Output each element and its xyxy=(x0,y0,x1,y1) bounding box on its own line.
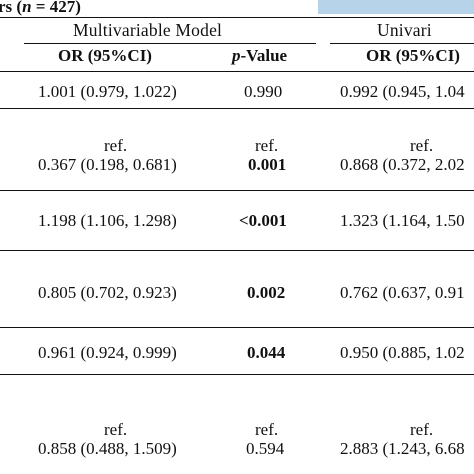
header-or-ci-univariable: OR (95%CI) xyxy=(366,46,460,65)
or-multivariable-row-1: 1.001 (0.979, 1.022) xyxy=(38,82,177,101)
or-univariable-row-6: 2.883 (1.243, 6.68 xyxy=(340,439,465,458)
or-multivariable-row-5: 0.961 (0.924, 0.999) xyxy=(38,343,177,362)
or-univariable-row-1: 0.992 (0.945, 1.04 xyxy=(340,82,465,101)
group-header-multivariable: Multivariable Model xyxy=(73,20,223,40)
p-value-row-5: 0.044 xyxy=(247,343,286,362)
top-rule xyxy=(0,17,474,18)
or-multivariable-row-6: 0.858 (0.488, 1.509) xyxy=(38,439,177,458)
or-univariable-row-5: 0.950 (0.885, 1.02 xyxy=(340,343,465,362)
ref-p-row-2: ref. xyxy=(255,136,279,155)
or-multivariable-row-3: 1.198 (1.106, 1.298) xyxy=(38,211,177,230)
ref-multivariable-row-6: ref. xyxy=(104,420,128,439)
group-header-univariable: Univari xyxy=(377,20,432,40)
group-underline-univariable xyxy=(330,43,474,44)
row-divider-5 xyxy=(0,374,474,375)
row-divider-4 xyxy=(0,327,474,328)
title-highlight xyxy=(318,0,474,14)
row-divider-1 xyxy=(0,108,474,109)
or-univariable-row-4: 0.762 (0.637, 0.91 xyxy=(340,283,465,302)
ref-p-row-6: ref. xyxy=(255,420,279,439)
or-univariable-row-2: 0.868 (0.372, 2.02 xyxy=(340,155,465,174)
p-value-row-6: 0.594 xyxy=(246,439,285,458)
or-multivariable-row-2: 0.367 (0.198, 0.681) xyxy=(38,155,177,174)
row-divider-2 xyxy=(0,190,474,191)
ref-univariable-row-6: ref. xyxy=(410,420,434,439)
p-value-row-3: <0.001 xyxy=(239,211,287,230)
or-univariable-row-3: 1.323 (1.164, 1.50 xyxy=(340,211,465,230)
table-title-band: rs (n = 427) xyxy=(0,0,474,18)
ref-multivariable-row-2: ref. xyxy=(104,136,128,155)
p-value-row-2: 0.001 xyxy=(248,155,287,174)
header-p-value: p-Value xyxy=(232,46,288,65)
group-underline-multivariable xyxy=(24,43,316,44)
p-value-row-4: 0.002 xyxy=(247,283,286,302)
row-divider-3 xyxy=(0,250,474,251)
or-multivariable-row-4: 0.805 (0.702, 0.923) xyxy=(38,283,177,302)
header-or-ci-multivariable: OR (95%CI) xyxy=(58,46,152,65)
table-subtitle: rs (n = 427) xyxy=(0,0,81,16)
header-rule xyxy=(0,71,474,72)
p-value-row-1: 0.990 xyxy=(244,82,283,101)
ref-univariable-row-2: ref. xyxy=(410,136,434,155)
